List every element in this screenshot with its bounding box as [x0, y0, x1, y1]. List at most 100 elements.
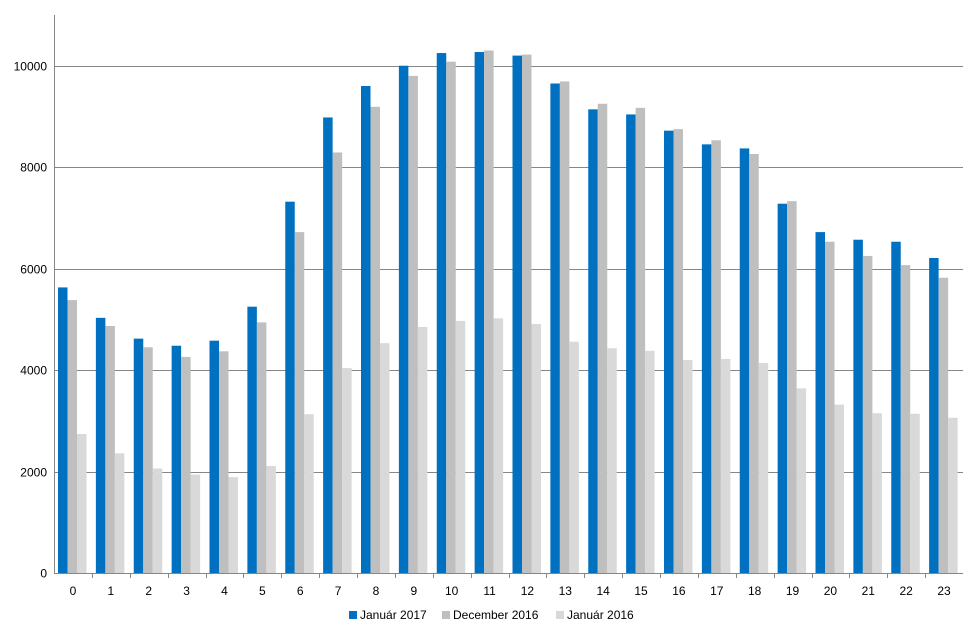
bar — [493, 318, 504, 573]
bar — [436, 53, 447, 573]
x-tick-label: 14 — [597, 584, 611, 598]
x-tick-label: 11 — [483, 584, 496, 598]
bar — [796, 388, 807, 573]
legend-label: December 2016 — [453, 608, 539, 622]
bar — [872, 413, 882, 573]
bar — [834, 404, 844, 573]
x-tick-label: 23 — [937, 584, 951, 598]
x-tick-label: 1 — [107, 584, 114, 598]
legend: Január 2017 December 2016 Január 2016 — [349, 608, 634, 622]
legend-swatch — [349, 611, 357, 619]
bar — [181, 356, 191, 573]
bar — [455, 320, 466, 573]
bar — [891, 241, 901, 573]
bar — [815, 232, 825, 573]
y-tick-label: 8000 — [20, 161, 47, 175]
bar — [777, 203, 788, 574]
bar — [701, 144, 712, 573]
bar — [105, 325, 115, 573]
bar — [247, 306, 257, 573]
y-tick-label: 6000 — [20, 263, 47, 277]
bar — [133, 338, 144, 573]
bar — [219, 351, 229, 573]
y-tick-label: 2000 — [20, 466, 47, 480]
x-tick-label: 8 — [373, 584, 380, 598]
bar — [143, 347, 153, 573]
x-tick-label: 17 — [710, 584, 724, 598]
x-tick-label: 7 — [335, 584, 342, 598]
bar — [209, 340, 219, 573]
bar — [683, 359, 693, 573]
y-tick-label: 4000 — [20, 364, 47, 378]
bar — [171, 345, 182, 573]
x-tick-label: 21 — [862, 584, 876, 598]
bar — [474, 52, 485, 574]
bar — [739, 148, 750, 573]
bar — [787, 201, 797, 573]
bar — [152, 468, 163, 573]
bar — [417, 326, 428, 573]
legend-label: Január 2016 — [567, 608, 634, 622]
bar — [626, 114, 636, 574]
x-tick-label: 13 — [559, 584, 573, 598]
x-tick-label: 3 — [183, 584, 190, 598]
bar — [285, 201, 295, 573]
bar — [294, 232, 305, 573]
bar — [635, 107, 646, 574]
bar — [559, 81, 570, 573]
x-tick-label: 15 — [634, 584, 648, 598]
bar — [664, 130, 674, 573]
x-tick-label: 5 — [259, 584, 266, 598]
bar — [190, 474, 201, 573]
bars — [58, 50, 958, 574]
x-tick-label: 12 — [521, 584, 535, 598]
bar — [484, 50, 494, 573]
bar — [77, 434, 87, 573]
bar — [361, 86, 371, 573]
bar — [67, 300, 77, 573]
bar — [522, 54, 532, 574]
bar — [597, 103, 608, 573]
bar — [228, 477, 238, 573]
x-tick-label: 20 — [824, 584, 838, 598]
y-tick-label: 0 — [40, 567, 47, 581]
bar — [862, 255, 873, 574]
y-tick-label: 10000 — [14, 60, 48, 74]
x-tick-label: 9 — [410, 584, 417, 598]
bar — [531, 323, 541, 573]
bar — [900, 265, 911, 573]
bar — [58, 287, 68, 573]
bar — [711, 140, 721, 573]
bar — [938, 277, 949, 573]
bar — [720, 358, 731, 573]
bar — [853, 239, 863, 574]
bar — [645, 350, 655, 573]
bar — [749, 153, 759, 573]
bar — [607, 348, 617, 573]
x-tick-label: 18 — [748, 584, 762, 598]
bar — [673, 129, 683, 574]
x-tick-label: 16 — [672, 584, 686, 598]
bar — [446, 61, 456, 573]
bar — [304, 414, 314, 573]
bar — [825, 241, 835, 573]
x-tick-label: 10 — [445, 584, 459, 598]
x-tick-label: 6 — [297, 584, 304, 598]
bar — [380, 343, 390, 573]
legend-label: Január 2017 — [360, 608, 427, 622]
bar — [95, 317, 106, 573]
bar — [114, 453, 125, 573]
x-tick-label: 22 — [900, 584, 914, 598]
bar — [408, 75, 418, 573]
x-tick-label: 4 — [221, 584, 228, 598]
x-tick-label: 19 — [786, 584, 800, 598]
legend-swatch — [442, 611, 450, 619]
bar — [758, 362, 769, 573]
bar — [948, 417, 958, 573]
bar — [569, 341, 579, 573]
bar — [588, 109, 598, 574]
bar — [910, 413, 920, 573]
